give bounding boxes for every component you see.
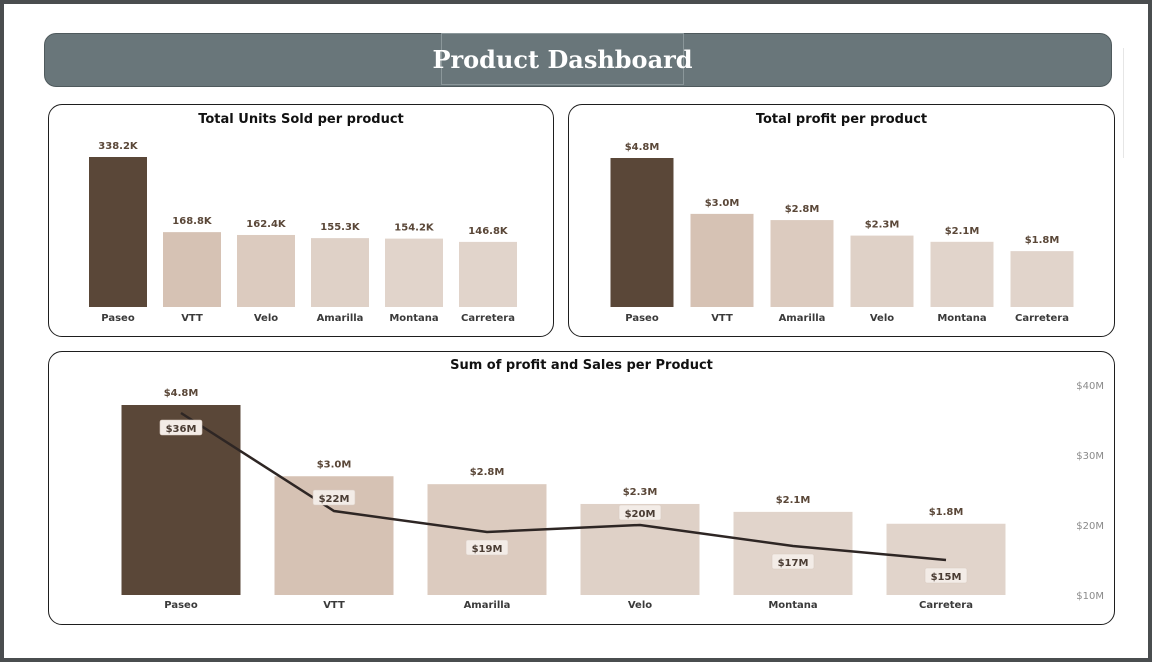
header-bar xyxy=(44,33,1112,87)
data-label: $2.1M xyxy=(776,495,811,506)
bar[interactable] xyxy=(850,235,914,307)
data-label: 154.2K xyxy=(394,223,435,234)
line-label-box xyxy=(159,419,203,436)
category-label: Paseo xyxy=(625,313,659,324)
data-label: $3.0M xyxy=(705,198,740,209)
bar[interactable] xyxy=(690,213,754,307)
data-label: 168.8K xyxy=(172,216,213,227)
bar[interactable] xyxy=(89,157,147,307)
title-box: Product Dashboard xyxy=(432,33,693,85)
data-label: $2.8M xyxy=(470,467,505,478)
bar[interactable] xyxy=(237,234,295,307)
bar[interactable] xyxy=(311,238,369,307)
category-label: Velo xyxy=(628,600,652,611)
line-label-box xyxy=(924,567,968,584)
category-label: Carretera xyxy=(461,313,515,324)
data-label: $1.8M xyxy=(1025,235,1060,246)
line-label-box xyxy=(771,553,815,570)
data-label: 146.8K xyxy=(468,226,509,237)
line-series xyxy=(180,411,947,562)
chart-title: Sum of profit and Sales per Product xyxy=(450,358,713,373)
right-axis-tick: $40M xyxy=(1076,381,1104,392)
line-data-label: $15M xyxy=(931,572,962,583)
dashboard-title: Product Dashboard xyxy=(432,44,693,74)
bar[interactable] xyxy=(930,241,994,307)
bar[interactable] xyxy=(770,220,834,307)
line-data-label: $19M xyxy=(472,544,503,555)
category-label: Paseo xyxy=(101,313,135,324)
category-label: VTT xyxy=(323,600,345,611)
profit-chart: $4.8M Paseo $3.0M VTT $2.8M Amarilla $2.3M Velo… xyxy=(610,142,1074,324)
category-label: Carretera xyxy=(1015,313,1069,324)
data-label: $3.0M xyxy=(317,459,352,470)
category-label: Velo xyxy=(870,313,894,324)
data-label: $4.8M xyxy=(625,142,660,153)
category-label: Carretera xyxy=(919,600,973,611)
chart-title: Total Units Sold per product xyxy=(198,112,404,127)
data-label: $2.1M xyxy=(945,226,980,237)
data-label: $1.8M xyxy=(929,507,964,518)
line-data-label: $36M xyxy=(166,424,197,435)
bar[interactable] xyxy=(427,484,547,595)
category-label: Amarilla xyxy=(779,313,826,324)
right-axis-tick: $10M xyxy=(1076,591,1104,602)
units-sold-chart: 338.2K Paseo 168.8K VTT 162.4K Velo 155.3K Amar… xyxy=(89,141,517,324)
right-axis-tick: $20M xyxy=(1076,521,1104,532)
divider xyxy=(1123,48,1124,158)
right-axis-tick: $30M xyxy=(1076,451,1104,462)
category-label: Montana xyxy=(389,313,438,324)
bar[interactable] xyxy=(610,158,674,307)
profit-sales-card[interactable]: Sum of profit and Sales per Product $10M… xyxy=(48,351,1115,625)
category-label: Montana xyxy=(768,600,817,611)
category-label: VTT xyxy=(711,313,733,324)
bar[interactable] xyxy=(733,511,853,595)
line-data-label: $20M xyxy=(625,509,656,520)
line-label-box xyxy=(312,489,356,506)
line-data-label: $17M xyxy=(778,558,809,569)
category-label: Amarilla xyxy=(317,313,364,324)
data-label: 155.3K xyxy=(320,222,361,233)
category-label: Amarilla xyxy=(464,600,511,611)
category-label: Velo xyxy=(254,313,278,324)
bar[interactable] xyxy=(1010,251,1074,307)
data-label: $2.3M xyxy=(623,487,658,498)
profit-sales-chart: $10M $20M $30M $40M $4.8M Paseo $3.0M VTT $2.8M A… xyxy=(121,381,1104,611)
bar[interactable] xyxy=(459,241,517,307)
line-label-box xyxy=(618,504,662,521)
line-data-label: $22M xyxy=(319,494,350,505)
bar[interactable] xyxy=(121,405,241,595)
data-label: $2.3M xyxy=(865,220,900,231)
data-label: $4.8M xyxy=(164,388,199,399)
line-label-box xyxy=(465,539,509,556)
category-label: VTT xyxy=(181,313,203,324)
data-label: 338.2K xyxy=(98,141,139,152)
chart-title: Total profit per product xyxy=(755,112,928,127)
data-label: $2.8M xyxy=(785,204,820,215)
data-label: 162.4K xyxy=(246,219,287,230)
category-label: Paseo xyxy=(164,600,198,611)
bar[interactable] xyxy=(385,238,443,307)
units-sold-card[interactable]: Total Units Sold per product 338.2K Paseo… xyxy=(48,104,554,337)
bar[interactable] xyxy=(163,232,221,307)
profit-card[interactable]: Total profit per product $4.8M Paseo $3.0M… xyxy=(568,104,1115,337)
category-label: Montana xyxy=(937,313,986,324)
